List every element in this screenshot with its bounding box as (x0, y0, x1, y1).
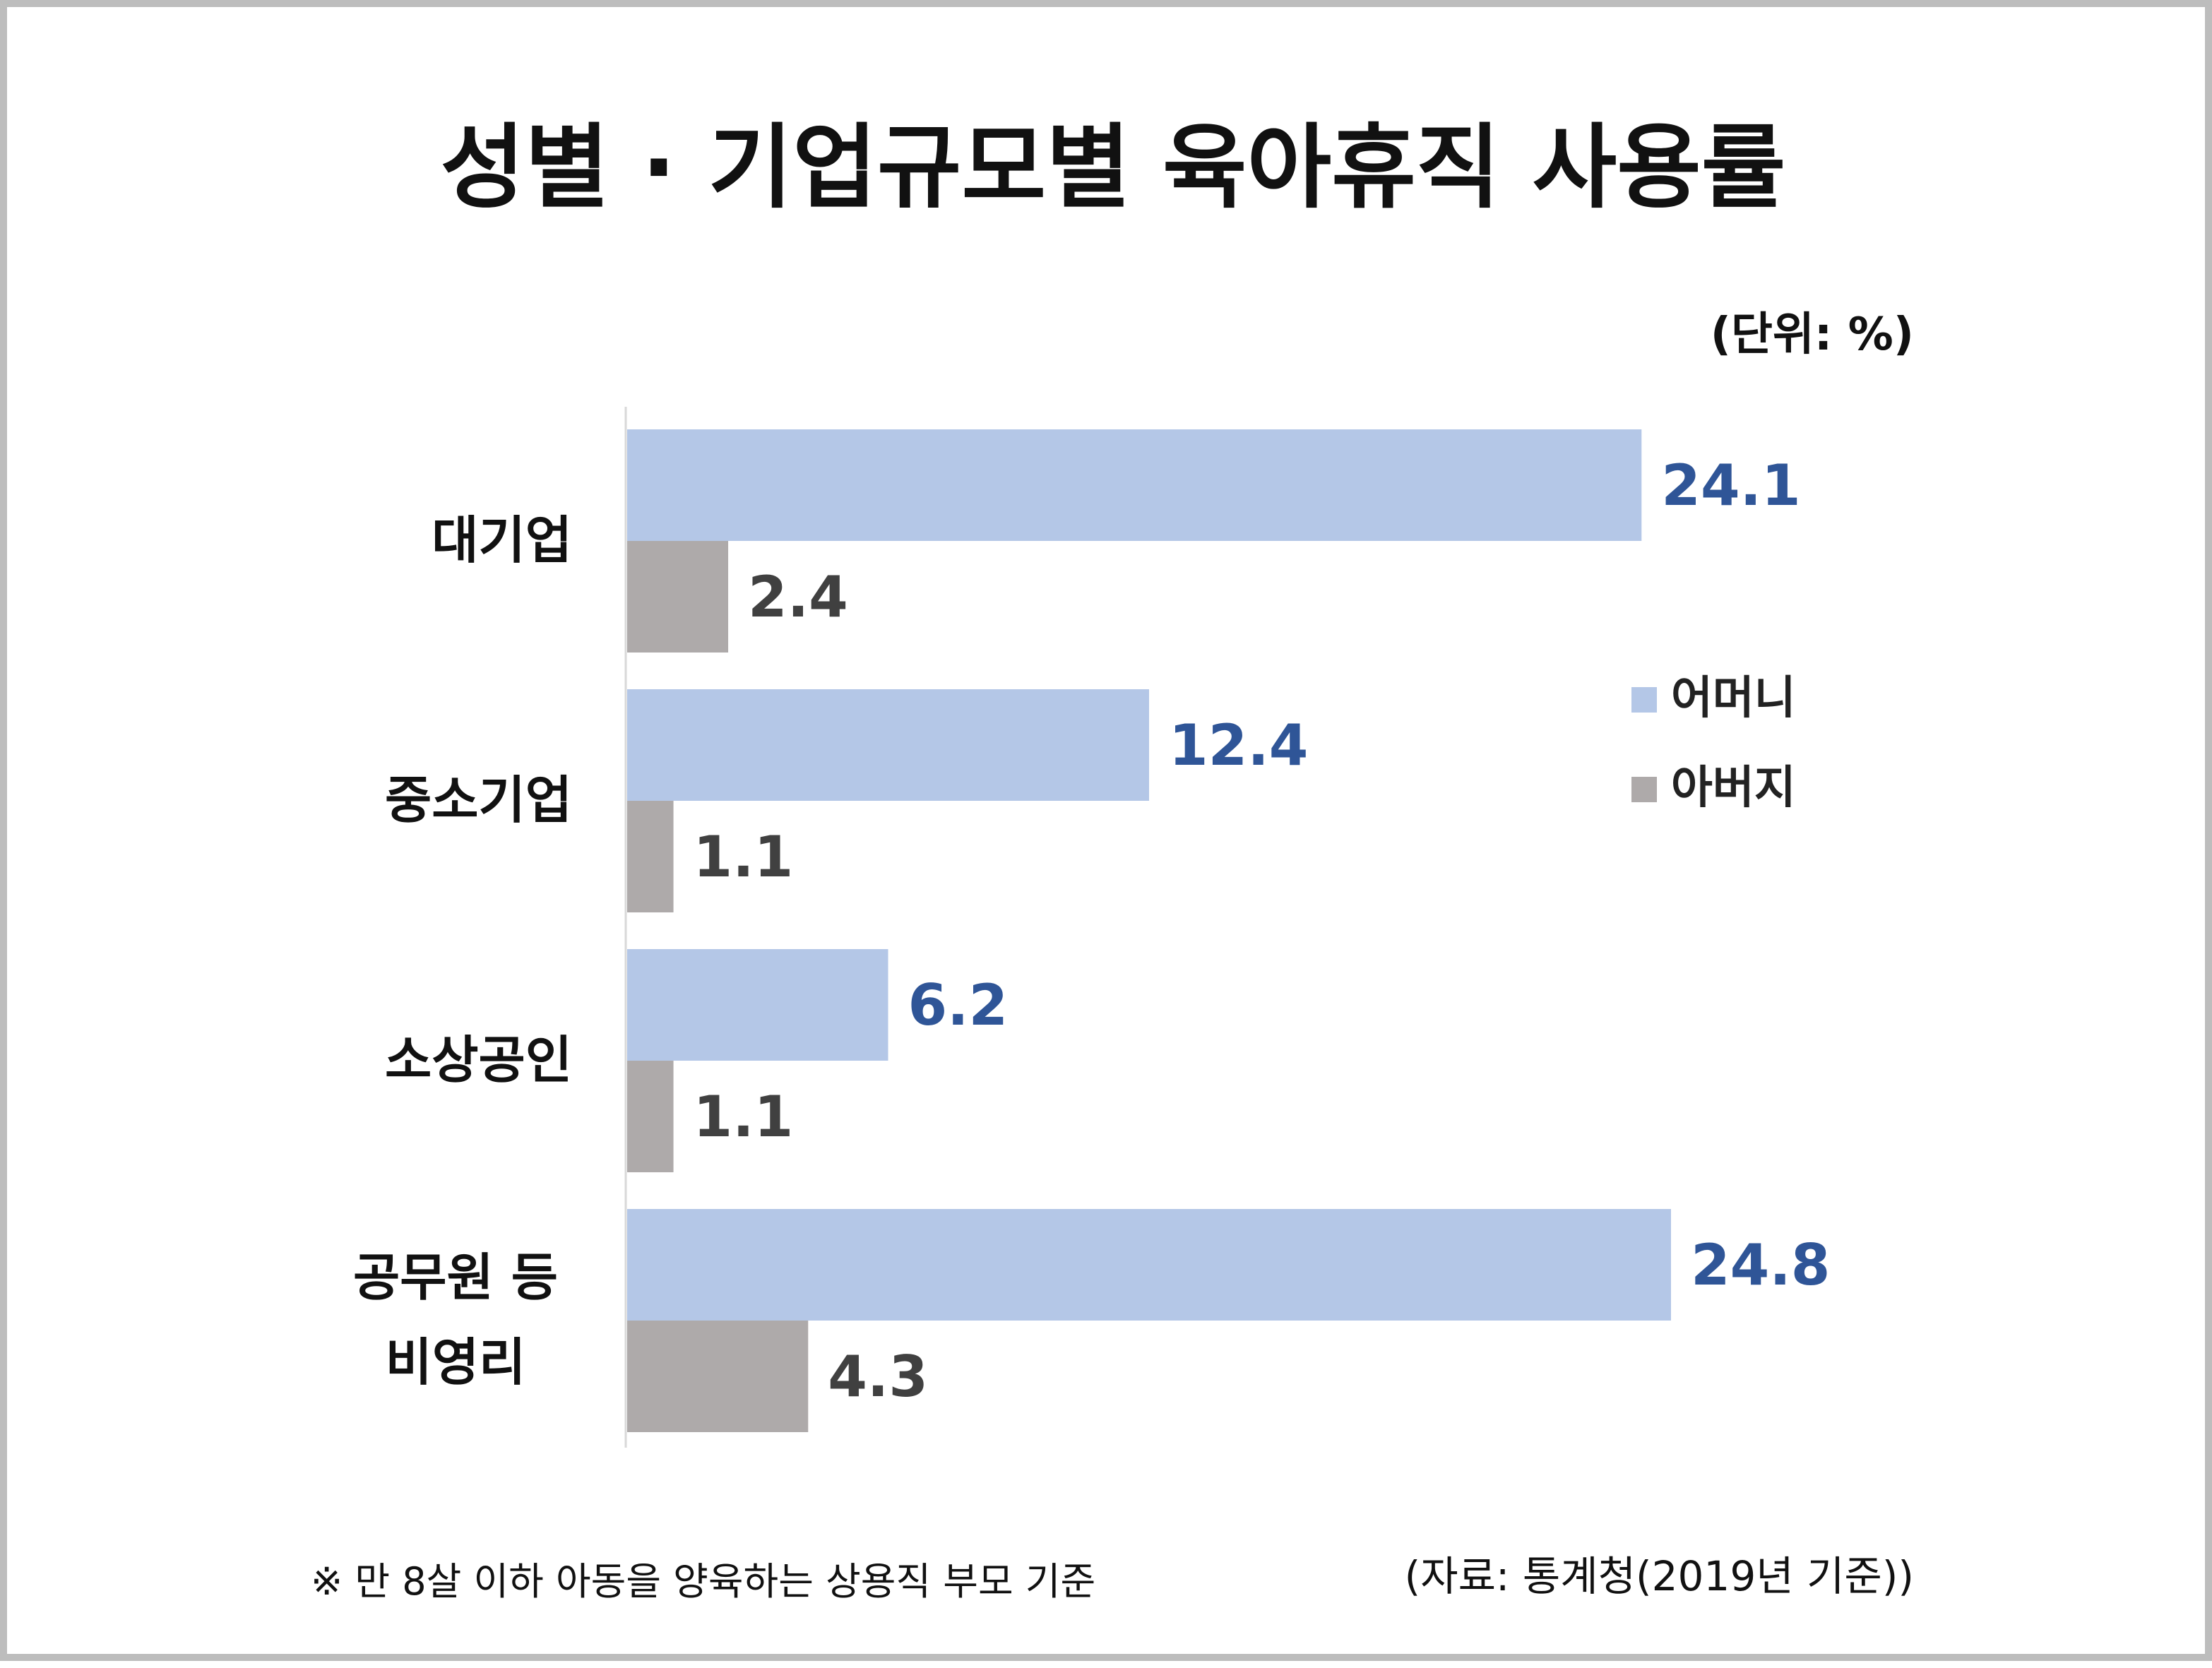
category-label-0: 대기업 (432, 511, 572, 570)
bar-father-0 (627, 541, 729, 653)
value-label-mother-3: 24.8 (1691, 1232, 1830, 1298)
chart-title: 성별 · 기업규모별 육아휴직 사용률 (441, 114, 1786, 221)
value-label-father-0: 2.4 (748, 564, 848, 630)
bar-mother-2 (627, 949, 888, 1061)
category-label-2: 소상공인 (385, 1030, 572, 1090)
source-note: (자료: 통계청(2019년 기준)) (1405, 1552, 1914, 1600)
bar-mother-0 (627, 429, 1642, 541)
bar-father-1 (627, 801, 674, 912)
unit-note: (단위: %) (1711, 309, 1914, 361)
legend-swatch-father (1631, 777, 1657, 802)
bars-layer (627, 429, 1671, 1432)
labels-layer: 24.1 2.4 대기업 12.4 1.1 중소기업 6.2 1.1 소상공인 24.8 4.3 공무… (353, 453, 1830, 1410)
legend-label-mother: 어머니 (1671, 672, 1796, 725)
bar-mother-1 (627, 689, 1149, 801)
value-label-mother-1: 12.4 (1169, 713, 1308, 778)
bar-mother-3 (627, 1209, 1671, 1321)
value-label-father-1: 1.1 (694, 824, 794, 890)
value-label-father-2: 1.1 (694, 1084, 794, 1150)
legend: 어머니 아버지 (1631, 672, 1796, 814)
category-label-3-line-1: 비영리 (386, 1333, 526, 1392)
category-label-1: 중소기업 (385, 770, 572, 830)
footnote: ※ 만 8살 이하 아동을 양육하는 상용직 부모 기준 (311, 1559, 1095, 1604)
legend-swatch-mother (1631, 687, 1657, 713)
category-label-3-line-0: 공무원 등 (353, 1248, 558, 1307)
bar-father-3 (627, 1321, 809, 1432)
value-label-mother-2: 6.2 (908, 972, 1009, 1038)
value-label-father-3: 4.3 (828, 1344, 928, 1410)
value-label-mother-0: 24.1 (1661, 453, 1800, 518)
chart: 성별 · 기업규모별 육아휴직 사용률 (단위: %) 24.1 2.4 대기업 12… (311, 114, 1914, 1604)
legend-label-father: 아버지 (1671, 762, 1796, 814)
bar-father-2 (627, 1061, 674, 1172)
